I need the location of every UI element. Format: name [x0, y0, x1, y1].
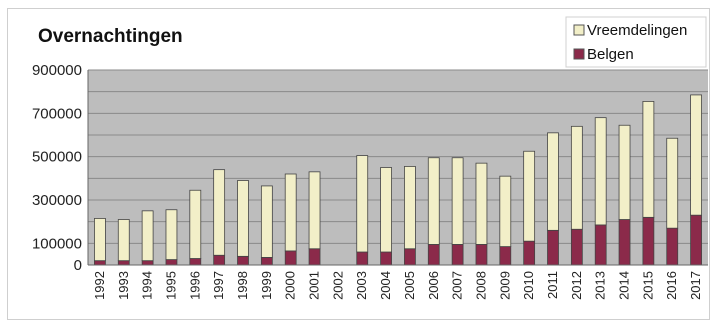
y-tick-label: 0: [74, 257, 82, 274]
x-tick-label: 1997: [211, 271, 226, 300]
legend-label-vreemdelingen: Vreemdelingen: [587, 22, 687, 39]
x-tick-label: 2010: [521, 271, 536, 300]
bar-belgen-2016: [667, 228, 678, 265]
bar-belgen-2012: [571, 229, 582, 265]
x-tick-label: 1993: [116, 271, 131, 300]
bar-vreemdelingen-1993: [118, 220, 129, 261]
bar-vreemdelingen-2015: [643, 101, 654, 217]
x-tick-label: 2012: [569, 271, 584, 300]
bar-belgen-2017: [691, 215, 702, 265]
x-tick-label: 2016: [664, 271, 679, 300]
bar-vreemdelingen-2014: [619, 125, 630, 219]
bar-vreemdelingen-2017: [691, 95, 702, 215]
x-tick-label: 2005: [402, 271, 417, 300]
x-tick-label: 1998: [235, 271, 250, 300]
bar-vreemdelingen-2006: [428, 158, 439, 245]
bar-belgen-2006: [428, 244, 439, 265]
bar-belgen-1997: [214, 255, 225, 265]
x-axis: 1992 1993 1994 1995 1996 1997 1998 1999 2000 2001…: [88, 265, 708, 300]
legend-swatch-vreemdelingen: [574, 25, 584, 35]
y-tick-label: 500000: [32, 149, 82, 166]
bar-vreemdelingen-2003: [357, 156, 368, 252]
legend-swatch-belgen: [574, 49, 584, 59]
bar-belgen-2003: [357, 252, 368, 265]
bar-vreemdelingen-1999: [261, 186, 272, 258]
bar-belgen-1999: [261, 257, 272, 265]
x-tick-label: 2000: [283, 271, 298, 300]
bar-belgen-2013: [595, 225, 606, 265]
x-tick-label: 2013: [593, 271, 608, 300]
y-tick-label: 100000: [32, 235, 82, 252]
bar-belgen-2009: [500, 247, 511, 265]
bar-vreemdelingen-2004: [381, 168, 392, 253]
legend: Vreemdelingen Belgen: [566, 17, 706, 67]
x-tick-label: 2014: [617, 271, 632, 300]
bar-vreemdelingen-2012: [571, 126, 582, 229]
bar-belgen-2007: [452, 244, 463, 265]
bar-vreemdelingen-2016: [667, 138, 678, 228]
bar-vreemdelingen-2001: [309, 172, 320, 249]
bar-belgen-1998: [238, 256, 249, 265]
y-tick-label: 300000: [32, 192, 82, 209]
x-tick-label: 2017: [688, 271, 703, 300]
bar-belgen-1992: [94, 261, 105, 265]
bar-vreemdelingen-1997: [214, 170, 225, 256]
x-tick-label: 2004: [378, 271, 393, 300]
x-tick-label: 1992: [92, 271, 107, 300]
bar-belgen-2015: [643, 217, 654, 265]
x-tick-label: 2006: [426, 271, 441, 300]
x-tick-label: 2001: [307, 271, 322, 300]
bar-belgen-2000: [285, 251, 296, 265]
bar-vreemdelingen-2008: [476, 163, 487, 244]
y-axis: 0 100000 300000 500000 700000 900000: [32, 62, 88, 274]
bar-vreemdelingen-2013: [595, 118, 606, 225]
bar-belgen-2011: [548, 230, 559, 265]
bar-belgen-2004: [381, 252, 392, 265]
x-tick-label: 1999: [259, 271, 274, 300]
plot-background: [88, 70, 708, 265]
bar-vreemdelingen-2009: [500, 176, 511, 246]
y-tick-label: 900000: [32, 62, 82, 79]
y-tick-label: 700000: [32, 105, 82, 122]
x-tick-label: 2015: [640, 271, 655, 300]
bar-belgen-2001: [309, 249, 320, 265]
bar-belgen-2008: [476, 244, 487, 265]
x-tick-label: 1995: [163, 271, 178, 300]
bar-belgen-2010: [524, 241, 535, 265]
chart-title: Overnachtingen: [38, 26, 183, 47]
bar-belgen-1994: [142, 261, 153, 265]
bar-vreemdelingen-2010: [524, 151, 535, 241]
bar-belgen-1995: [166, 260, 177, 265]
plot-area: [88, 70, 708, 265]
bar-vreemdelingen-2011: [548, 133, 559, 231]
bar-vreemdelingen-1994: [142, 211, 153, 261]
bar-vreemdelingen-2000: [285, 174, 296, 251]
bar-belgen-2014: [619, 220, 630, 266]
bar-belgen-2005: [404, 249, 415, 265]
x-tick-label: 1996: [187, 271, 202, 300]
x-tick-label: 2002: [330, 271, 345, 300]
x-tick-label: 2008: [473, 271, 488, 300]
bar-belgen-1996: [190, 259, 201, 266]
bar-vreemdelingen-1995: [166, 210, 177, 260]
bar-vreemdelingen-1992: [94, 218, 105, 260]
x-tick-label: 2011: [545, 271, 560, 299]
x-tick-label: 1994: [140, 271, 155, 300]
bar-vreemdelingen-2005: [404, 166, 415, 248]
bar-belgen-1993: [118, 261, 129, 265]
x-tick-label: 2009: [497, 271, 512, 300]
bar-vreemdelingen-1998: [238, 181, 249, 257]
bar-vreemdelingen-1996: [190, 190, 201, 258]
legend-label-belgen: Belgen: [587, 46, 634, 63]
bar-vreemdelingen-2007: [452, 158, 463, 245]
x-tick-label: 2007: [450, 271, 465, 300]
x-tick-label: 2003: [354, 271, 369, 300]
